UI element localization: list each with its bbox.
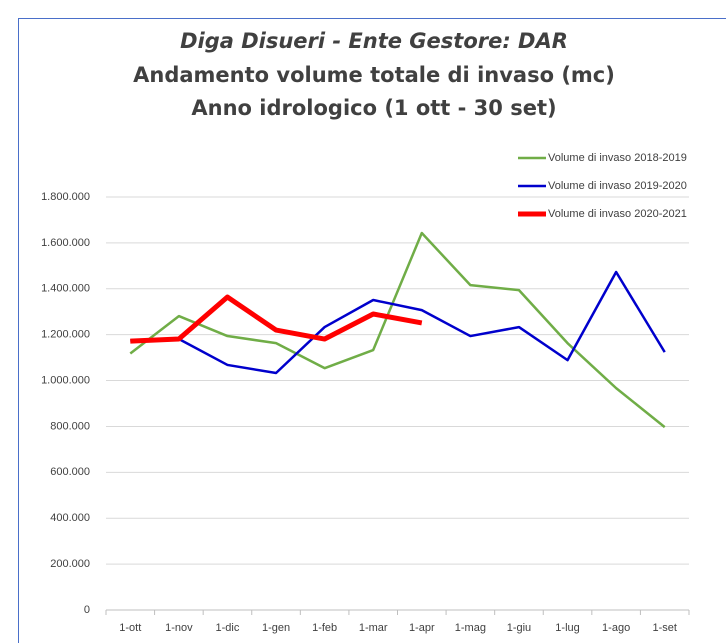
chart-title: Diga Disueri - Ente Gestore: DAR: [180, 29, 568, 53]
y-tick-label: 800.000: [50, 420, 90, 432]
chart-frame: [18, 18, 726, 643]
x-tick-label: 1-feb: [312, 622, 337, 634]
x-tick-label: 1-giu: [507, 622, 531, 634]
chart-subtitle: Andamento volume totale di invaso (mc): [133, 63, 615, 87]
x-tick-label: 1-mar: [359, 622, 388, 634]
y-tick-label: 1.800.000: [41, 191, 90, 203]
x-tick-label: 1-ago: [602, 622, 630, 634]
x-tick-label: 1-mag: [455, 622, 486, 634]
legend-label: Volume di invaso 2019-2020: [548, 180, 687, 192]
y-tick-label: 400.000: [50, 512, 90, 524]
legend-label: Volume di invaso 2018-2019: [548, 152, 687, 164]
x-tick-label: 1-set: [652, 622, 676, 634]
series-line: [129, 231, 666, 429]
y-tick-label: 1.000.000: [41, 374, 90, 386]
y-tick-label: 1.400.000: [41, 283, 90, 295]
series-line: [130, 270, 666, 375]
y-tick-label: 0: [84, 604, 90, 616]
y-tick-label: 1.200.000: [41, 329, 90, 341]
y-tick-label: 1.600.000: [41, 237, 90, 249]
y-tick-label: 600.000: [50, 466, 90, 478]
y-tick-label: 200.000: [50, 558, 90, 570]
x-tick-label: 1-ott: [119, 622, 141, 634]
x-tick-label: 1-nov: [165, 622, 193, 634]
series-line: [130, 294, 423, 344]
legend-label: Volume di invaso 2020-2021: [548, 208, 687, 220]
x-tick-label: 1-apr: [409, 622, 435, 634]
x-tick-label: 1-lug: [555, 622, 579, 634]
chart-subtitle: Anno idrologico (1 ott - 30 set): [191, 96, 556, 120]
x-tick-label: 1-dic: [216, 622, 240, 634]
x-tick-label: 1-gen: [262, 622, 290, 634]
